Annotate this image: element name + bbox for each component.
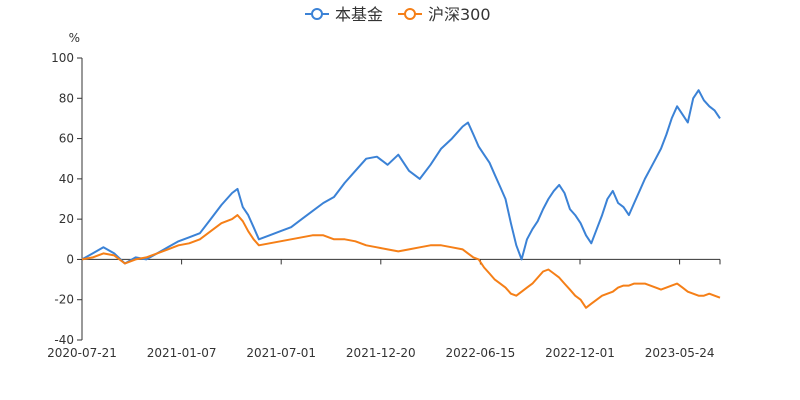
series-line-fund	[81, 89, 721, 265]
x-tick-label: 2022-12-01	[545, 346, 615, 360]
legend[interactable]: 本基金 沪深300	[305, 5, 491, 24]
x-tick-label: 2023-05-24	[645, 346, 715, 360]
y-tick-label: 0	[66, 252, 74, 266]
y-tick-label: -40	[54, 333, 74, 347]
axis-layer: -40 -20 0 20 40 60 80 100% 2020-07-21 2021-01-07 2…	[47, 31, 721, 360]
legend-item-csi300[interactable]: 沪深300	[398, 5, 491, 24]
y-tick-label: 80	[59, 91, 74, 105]
legend-marker-icon	[311, 8, 323, 20]
y-axis-unit-label: %	[69, 31, 80, 45]
series-layer	[81, 89, 721, 309]
series-line-csi300	[81, 214, 721, 309]
legend-label: 沪深300	[428, 5, 491, 24]
y-tick-label: -20	[54, 293, 74, 307]
x-tick-label: 2020-07-21	[47, 346, 117, 360]
legend-marker-icon	[404, 8, 416, 20]
y-tick-label: 40	[59, 172, 74, 186]
x-tick-label: 2021-12-20	[346, 346, 416, 360]
y-tick-label: 100	[51, 51, 74, 65]
legend-item-fund[interactable]: 本基金	[305, 5, 383, 24]
legend-label: 本基金	[335, 5, 383, 24]
x-tick-label: 2021-01-07	[147, 346, 217, 360]
y-tick-label: 20	[59, 212, 74, 226]
x-tick-label: 2021-07-01	[246, 346, 316, 360]
x-tick-label: 2022-06-15	[446, 346, 516, 360]
y-tick-label: 60	[59, 132, 74, 146]
